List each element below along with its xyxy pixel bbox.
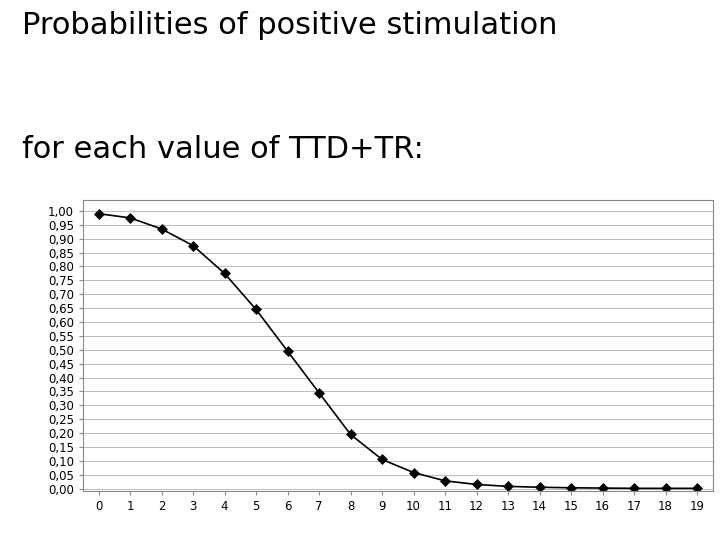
- Text: Probabilities of positive stimulation: Probabilities of positive stimulation: [22, 11, 557, 40]
- Text: for each value of TTD+TR:: for each value of TTD+TR:: [22, 135, 423, 164]
